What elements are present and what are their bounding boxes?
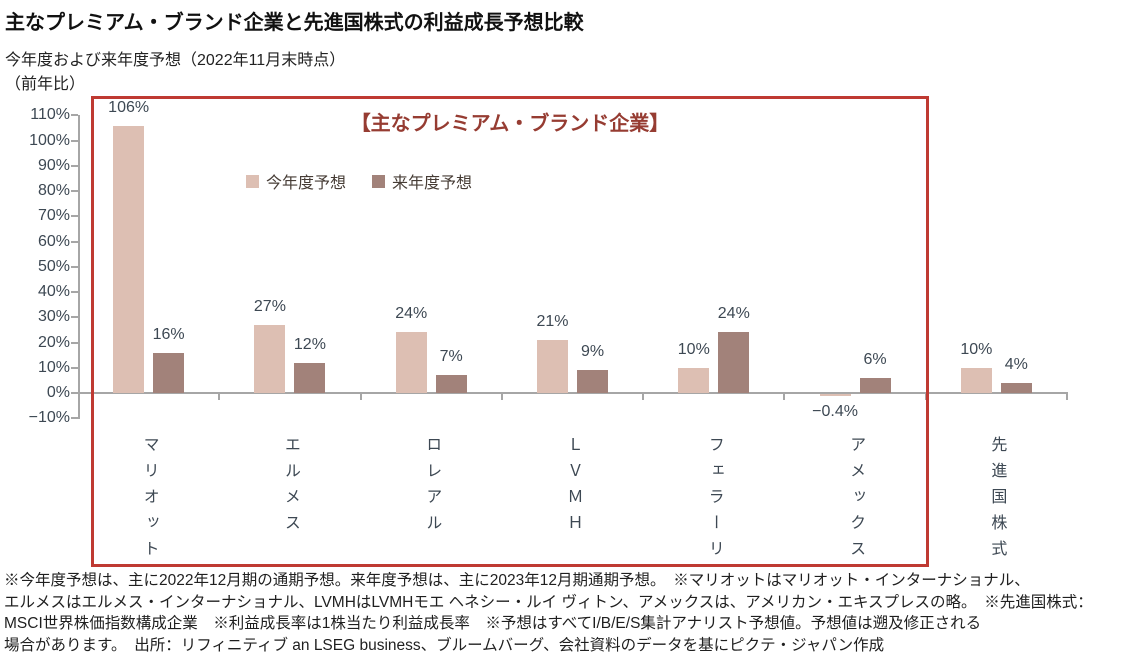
value-label: −0.4% bbox=[812, 403, 858, 420]
y-axis-tick-mark bbox=[71, 366, 78, 369]
y-axis-tick-mark bbox=[71, 164, 78, 167]
bar-next-year-forecast bbox=[435, 375, 467, 393]
bar-next-year-forecast bbox=[577, 370, 608, 393]
bar-current-year-forecast bbox=[960, 367, 992, 393]
x-axis-tick-mark bbox=[924, 394, 927, 400]
footnote-line: ※今年度予想は、主に2022年12月期の通期予想。来年度予想は、主に2023年1… bbox=[4, 572, 1030, 589]
value-label: 7% bbox=[439, 348, 463, 366]
category-label: フェラーリ bbox=[705, 436, 723, 566]
y-axis-tick-label: 20% bbox=[37, 333, 70, 351]
chart-subtitle: 今年度および来年度予想（2022年11月末時点） bbox=[5, 52, 346, 69]
unit-label: （前年比） bbox=[5, 76, 86, 93]
y-axis-tick-label: 10% bbox=[37, 358, 70, 376]
value-label: 16% bbox=[152, 325, 185, 343]
y-axis-tick-mark bbox=[71, 291, 78, 294]
legend-label: 今年度予想 bbox=[266, 175, 347, 192]
value-label: 24% bbox=[717, 305, 750, 323]
bar-current-year-forecast bbox=[819, 394, 851, 396]
value-label: 4% bbox=[1004, 355, 1028, 373]
legend: 今年度予想 来年度予想 bbox=[246, 169, 472, 193]
footnote: ※今年度予想は、主に2022年12月期の通期予想。来年度予想は、主に2023年1… bbox=[4, 570, 1136, 656]
y-axis-tick-mark bbox=[71, 240, 78, 243]
y-axis-tick-label: 0% bbox=[46, 384, 70, 401]
legend-item: 来年度予想 bbox=[372, 169, 472, 193]
bar-next-year-forecast bbox=[859, 377, 891, 393]
y-axis-tick-label: 100% bbox=[29, 131, 70, 149]
y-axis-tick-label: 110% bbox=[30, 106, 70, 124]
footnote-line: MSCI世界株価指数構成企業 ※利益成長率は1株当たり利益成長率 ※予想はすべて… bbox=[4, 615, 982, 632]
legend-swatch bbox=[372, 174, 386, 188]
value-label: 106% bbox=[108, 98, 150, 116]
value-label: 24% bbox=[395, 305, 428, 323]
value-label: 10% bbox=[960, 340, 993, 358]
value-label: 6% bbox=[863, 350, 887, 368]
y-axis-tick-mark bbox=[71, 316, 78, 319]
y-axis-tick-label: 30% bbox=[37, 308, 70, 326]
bar-next-year-forecast bbox=[718, 332, 750, 393]
y-axis-tick-label: 80% bbox=[37, 182, 70, 200]
y-axis-tick-label: 60% bbox=[37, 232, 70, 250]
x-axis-tick-mark bbox=[218, 394, 221, 400]
y-axis-tick-mark bbox=[71, 215, 78, 218]
footnote-line: 場合があります。 出所：リフィニティブ an LSEG business、ブルー… bbox=[4, 636, 885, 654]
legend-swatch bbox=[246, 174, 259, 188]
footnote-line: エルメスはエルメス・インターナショナル、LVMHはLVMHモエ ヘネシー・ルイ … bbox=[4, 593, 1093, 611]
bar-current-year-forecast bbox=[254, 324, 286, 393]
y-axis-tick-mark bbox=[71, 114, 78, 117]
category-label: エルメス bbox=[281, 436, 299, 540]
x-axis-tick-mark bbox=[500, 394, 503, 400]
bar-next-year-forecast bbox=[294, 362, 326, 393]
x-axis-line bbox=[78, 392, 1068, 394]
x-axis-tick-mark bbox=[783, 394, 786, 400]
value-label: 10% bbox=[677, 340, 710, 358]
value-label: 9% bbox=[580, 343, 605, 361]
legend-label: 来年度予想 bbox=[392, 175, 473, 192]
x-axis-tick-mark bbox=[359, 394, 362, 400]
y-axis-tick-mark bbox=[71, 392, 78, 394]
legend-item: 今年度予想 bbox=[246, 169, 346, 193]
y-axis-tick-label: 70% bbox=[37, 207, 70, 225]
category-label: マリオット bbox=[140, 436, 158, 566]
x-axis-tick-mark bbox=[642, 394, 645, 400]
bar-next-year-forecast bbox=[1000, 382, 1032, 393]
category-label: アメックス bbox=[847, 436, 865, 566]
y-axis-tick-mark bbox=[71, 265, 78, 268]
value-label: 27% bbox=[253, 297, 286, 315]
bar-current-year-forecast bbox=[678, 367, 710, 393]
bar-current-year-forecast bbox=[395, 332, 427, 393]
bar-current-year-forecast bbox=[113, 125, 145, 393]
page-title: 主なプレミアム・ブランド企業と先進国株式の利益成長予想比較 bbox=[5, 12, 584, 34]
y-axis-tick-label: 50% bbox=[37, 257, 70, 275]
y-axis-tick-mark bbox=[71, 139, 78, 142]
y-axis-tick-mark bbox=[71, 341, 78, 344]
y-axis-line bbox=[78, 115, 80, 419]
y-axis-tick-label: 40% bbox=[37, 283, 70, 301]
category-label: ロレアル bbox=[423, 436, 441, 540]
value-label: 21% bbox=[536, 313, 569, 331]
bar-current-year-forecast bbox=[537, 340, 568, 393]
y-axis-tick-label: 90% bbox=[37, 156, 70, 174]
y-axis-tick-label: −10% bbox=[28, 409, 70, 427]
bar-next-year-forecast bbox=[153, 352, 185, 393]
category-label: 先進国株式 bbox=[988, 436, 1006, 566]
x-axis-tick-mark bbox=[1066, 394, 1068, 400]
category-label: ＬＶＭＨ bbox=[564, 436, 582, 540]
value-label: 12% bbox=[293, 335, 326, 353]
y-axis-tick-mark bbox=[71, 190, 78, 193]
y-axis-tick-mark bbox=[71, 417, 78, 420]
